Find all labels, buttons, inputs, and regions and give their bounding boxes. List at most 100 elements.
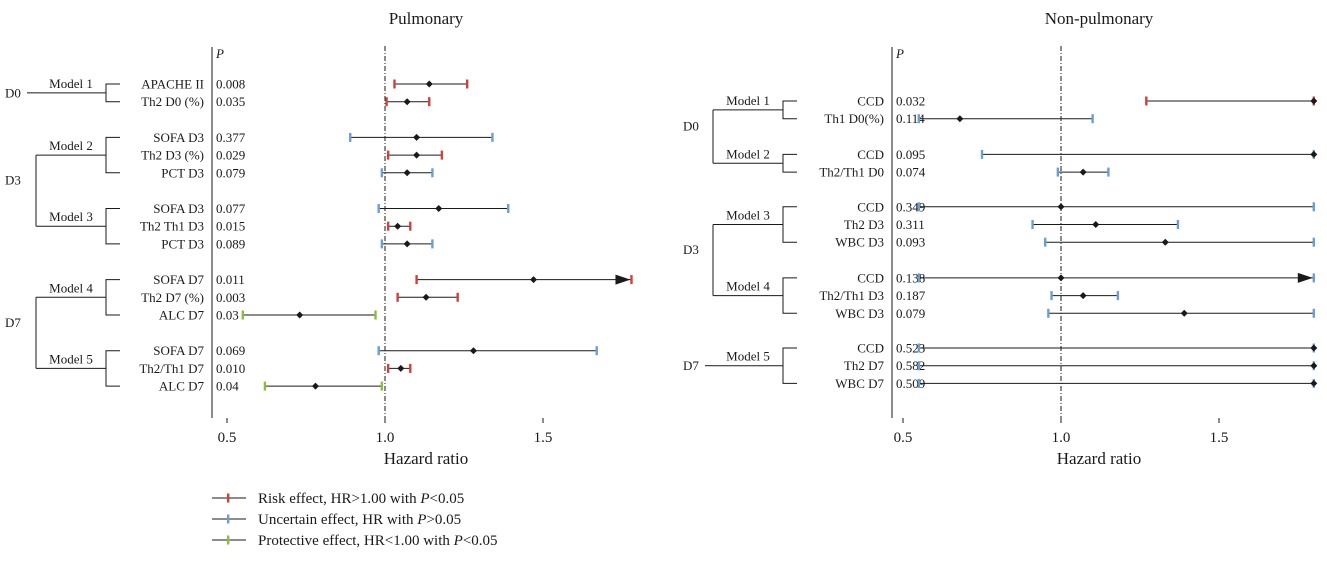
pulmonary-ci-lower-cap (386, 150, 390, 160)
pulmonary-point-estimate (394, 222, 402, 230)
non-pulmonary-ci-lower-cap (1044, 237, 1047, 247)
non-pulmonary-ci-lower-cap (1050, 291, 1053, 301)
pulmonary-p-value: 0.377 (216, 130, 246, 145)
pulmonary-p-value: 0.029 (216, 148, 245, 163)
non-pulmonary-row-label: Th2 D3 (844, 217, 884, 232)
non-pulmonary-row-label: CCD (857, 94, 884, 109)
pulmonary-ci-lower-cap (380, 168, 384, 178)
non-pulmonary-model-label: Model 5 (726, 349, 770, 364)
pulmonary-ci-lower-cap (396, 292, 399, 302)
non-pulmonary-x-tick-label: 1.0 (1052, 430, 1071, 446)
non-pulmonary-day-label: D0 (683, 119, 699, 134)
pulmonary-ci-lower-cap (385, 97, 388, 107)
pulmonary-day-label: D3 (5, 173, 21, 188)
non-pulmonary-ci-upper-cap (1116, 291, 1120, 301)
pulmonary-row-label: APACHE II (141, 77, 204, 92)
non-pulmonary-day-label: D3 (683, 242, 699, 257)
non-pulmonary-point-estimate (1180, 309, 1188, 317)
pulmonary-p-value: 0.077 (216, 201, 246, 216)
pulmonary-row-label: SOFA D7 (153, 343, 204, 358)
non-pulmonary-ci-lower-cap (917, 114, 920, 124)
legend-label-uncertain: Uncertain effect, HR with P>0.05 (258, 512, 461, 528)
pulmonary-point-estimate (530, 276, 538, 284)
pulmonary-point-estimate (422, 293, 430, 301)
pulmonary-x-tick-label: 0.5 (218, 430, 237, 446)
pulmonary-model-label: Model 1 (49, 76, 93, 91)
non-pulmonary-ci-upper-cap (1176, 220, 1180, 229)
pulmonary-p-header: P (215, 46, 224, 61)
legend-swatch-uncertain (227, 514, 230, 524)
non-pulmonary-point-estimate (956, 115, 964, 123)
pulmonary-p-value: 0.079 (216, 165, 245, 180)
non-pulmonary-model-bracket (782, 277, 797, 314)
pulmonary-ci-upper-cap (465, 79, 469, 89)
pulmonary-row-label: PCT D3 (161, 165, 204, 180)
non-pulmonary-ci-lower-cap (917, 361, 920, 371)
non-pulmonary-title: Non-pulmonary (1045, 9, 1154, 28)
pulmonary-row-label: Th2/Th1 D7 (139, 361, 204, 376)
non-pulmonary-ci-upper-cap (1107, 167, 1110, 177)
pulmonary-panel: Pulmonary Hazard ratio 0.5 1.0 1.5 P APACHE … (5, 9, 633, 468)
non-pulmonary-panel: Non-pulmonary Hazard ratio 0.5 1.0 1.5 P CCD… (683, 9, 1318, 468)
non-pulmonary-day-label: D7 (683, 358, 699, 373)
non-pulmonary-model-label: Model 1 (726, 93, 770, 108)
non-pulmonary-point-estimate (1057, 203, 1065, 211)
non-pulmonary-p-value: 0.079 (896, 306, 925, 321)
pulmonary-ci-upper-cap (507, 204, 510, 213)
pulmonary-row-label: PCT D3 (161, 236, 204, 251)
pulmonary-model-label: Model 3 (49, 209, 93, 224)
non-pulmonary-point-estimate (1310, 150, 1318, 158)
non-pulmonary-point-estimate (1310, 362, 1318, 370)
pulmonary-model-bracket (105, 279, 120, 316)
pulmonary-ci-upper-cap (440, 150, 444, 160)
pulmonary-ci-lower-cap (349, 132, 352, 142)
non-pulmonary-point-estimate (1161, 238, 1169, 246)
pulmonary-day-label: D0 (5, 85, 21, 100)
pulmonary-row-label: ALC D7 (159, 379, 205, 394)
pulmonary-ci-upper-cap (630, 275, 633, 285)
pulmonary-ci-upper-cap (431, 239, 434, 249)
pulmonary-row-label: SOFA D7 (153, 272, 204, 287)
non-pulmonary-x-tick-label: 0.5 (894, 430, 913, 446)
non-pulmonary-p-value: 0.032 (896, 94, 925, 109)
non-pulmonary-point-estimate (1079, 168, 1087, 176)
pulmonary-row-label: SOFA D3 (153, 201, 204, 216)
pulmonary-model-bracket (105, 136, 120, 174)
pulmonary-row-label: Th2 D0 (%) (141, 94, 204, 109)
non-pulmonary-model-bracket (782, 206, 797, 243)
non-pulmonary-row-label: Th2 D7 (844, 358, 885, 373)
pulmonary-ci-lower-cap (263, 381, 267, 391)
non-pulmonary-ci-lower-cap (1145, 96, 1148, 106)
pulmonary-point-estimate (435, 205, 443, 212)
pulmonary-x-tick-label: 1.5 (534, 430, 553, 446)
non-pulmonary-p-value: 0.093 (896, 235, 925, 250)
pulmonary-point-estimate (425, 80, 433, 88)
pulmonary-point-estimate (296, 311, 304, 319)
legend: Risk effect, HR>1.00 with P<0.05 Uncertai… (212, 491, 498, 549)
pulmonary-row-label: Th2 Th1 D3 (140, 219, 204, 234)
pulmonary-ci-upper-cap (456, 292, 459, 302)
pulmonary-point-estimate (413, 133, 421, 141)
non-pulmonary-ci-lower-cap (980, 149, 984, 159)
non-pulmonary-point-estimate (1310, 379, 1318, 387)
non-pulmonary-x-tick-label: 1.5 (1210, 430, 1229, 446)
non-pulmonary-ci-upper-cap (1312, 237, 1315, 247)
pulmonary-ci-upper-cap (431, 168, 434, 178)
non-pulmonary-point-estimate (1310, 344, 1318, 352)
pulmonary-ci-lower-cap (415, 275, 418, 285)
non-pulmonary-row-label: CCD (857, 341, 884, 356)
non-pulmonary-row-label: Th1 D0(%) (824, 111, 884, 126)
pulmonary-model-bracket (105, 83, 120, 103)
pulmonary-row-label: ALC D7 (159, 308, 205, 323)
non-pulmonary-ci-lower-cap (1047, 308, 1050, 318)
non-pulmonary-row-label: Th2/Th1 D3 (819, 288, 884, 303)
pulmonary-p-value: 0.03 (216, 308, 239, 323)
non-pulmonary-model-bracket (782, 347, 797, 384)
non-pulmonary-p-value: 0.187 (896, 288, 926, 303)
pulmonary-p-value: 0.010 (216, 361, 245, 376)
non-pulmonary-ci-upper-cap (1312, 202, 1315, 212)
non-pulmonary-point-estimate (1079, 292, 1087, 300)
non-pulmonary-p-value: 0.095 (896, 147, 925, 162)
non-pulmonary-row-label: Th2/Th1 D0 (819, 165, 884, 180)
pulmonary-model-bracket (105, 350, 120, 387)
